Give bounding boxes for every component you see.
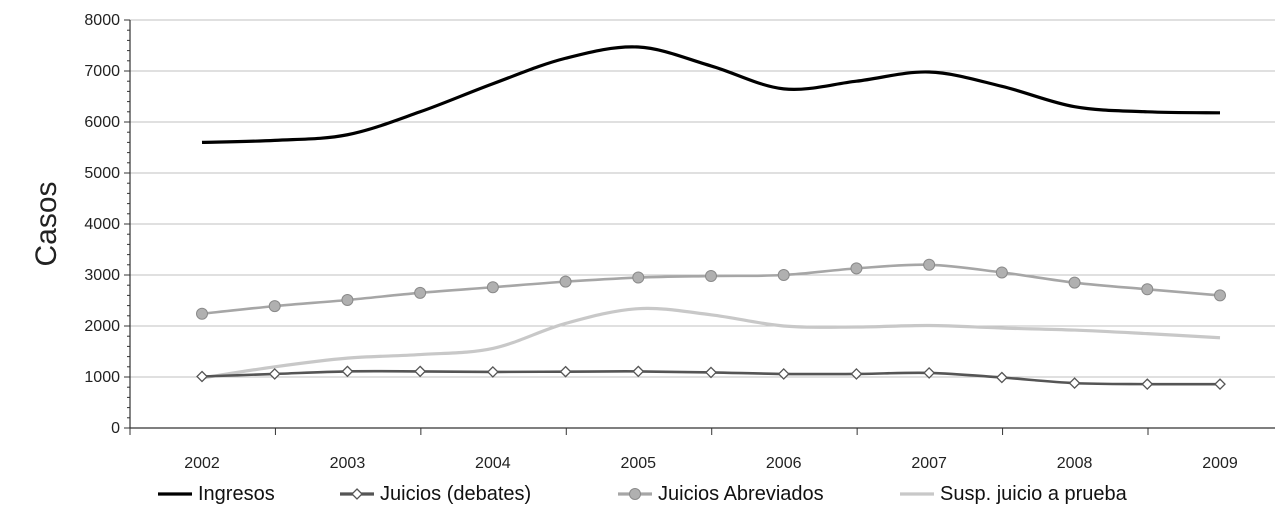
legend-label: Juicios (debates)	[380, 483, 531, 505]
series-ingresos	[201, 45, 1221, 144]
data-point	[995, 266, 1008, 279]
legend-item: Juicios (debates)	[340, 483, 531, 505]
series	[196, 45, 1226, 391]
legend-item: Susp. juicio a prueba	[900, 483, 1128, 505]
data-point	[632, 365, 645, 378]
series-juicios-debates	[196, 365, 1226, 391]
gridlines	[130, 19, 1275, 378]
y-tick-label: 4000	[84, 216, 120, 233]
x-tick-label: 2005	[620, 455, 656, 472]
data-point	[777, 368, 790, 380]
legend-item: Juicios Abreviados	[618, 483, 824, 505]
data-point	[705, 270, 717, 283]
y-tick-labels: 0 1000 2000 3000 4000 5000 6000 7000 8000	[84, 12, 130, 437]
data-point	[341, 365, 354, 378]
legend-marker	[629, 488, 641, 500]
data-point	[850, 262, 863, 275]
legend-item: Ingresos	[158, 483, 275, 505]
data-point	[1141, 378, 1154, 391]
x-tick-labels: 2002 2003 2004 2005 2006 2007 2008 2009	[129, 428, 1238, 472]
legend-label: Juicios Abreviados	[658, 483, 824, 505]
y-tick-label: 0	[111, 420, 120, 437]
data-point	[705, 366, 717, 379]
series-juicios-abreviados	[196, 258, 1226, 320]
series-line	[201, 45, 1221, 144]
legend-label: Susp. juicio a prueba	[940, 483, 1128, 505]
data-point	[559, 275, 572, 288]
data-point	[632, 271, 645, 284]
y-tick-label: 6000	[84, 114, 120, 131]
x-tick-label: 2009	[1202, 455, 1238, 472]
data-point	[777, 269, 790, 281]
y-tick-label: 5000	[84, 165, 120, 182]
x-tick-label: 2004	[475, 455, 511, 472]
y-tick-label: 1000	[84, 369, 120, 386]
data-point	[196, 307, 208, 320]
legend: Ingresos Juicios (debates) Juicios Abrevia…	[158, 483, 1128, 505]
data-point	[1214, 378, 1226, 391]
data-point	[923, 258, 936, 271]
data-point	[414, 365, 427, 378]
data-point	[559, 365, 572, 378]
x-tick-label: 2003	[330, 455, 366, 472]
data-point	[268, 368, 281, 380]
series-line	[201, 306, 1221, 380]
y-tick-label: 7000	[84, 63, 120, 80]
data-point	[196, 370, 208, 383]
data-point	[923, 367, 936, 379]
data-point	[1214, 289, 1226, 302]
data-point	[1068, 276, 1081, 289]
legend-marker	[351, 488, 363, 500]
x-tick-label: 2002	[184, 455, 220, 472]
y-axis-title: Casos	[30, 181, 63, 266]
data-point	[414, 286, 427, 299]
data-point	[486, 365, 499, 378]
legend-label: Ingresos	[198, 483, 275, 505]
series-susp-juicio-a-prueba	[201, 306, 1221, 380]
data-point	[486, 281, 499, 294]
data-point	[850, 368, 863, 380]
y-tick-label: 2000	[84, 318, 120, 335]
data-point	[268, 300, 281, 313]
data-point	[1141, 283, 1154, 296]
data-point	[1068, 377, 1081, 390]
y-tick-label: 3000	[84, 267, 120, 284]
data-point	[341, 293, 354, 306]
x-tick-label: 2006	[766, 455, 802, 472]
x-tick-label: 2008	[1057, 455, 1093, 472]
data-point	[995, 371, 1008, 384]
y-tick-label: 8000	[84, 12, 120, 29]
x-tick-label: 2007	[911, 455, 947, 472]
